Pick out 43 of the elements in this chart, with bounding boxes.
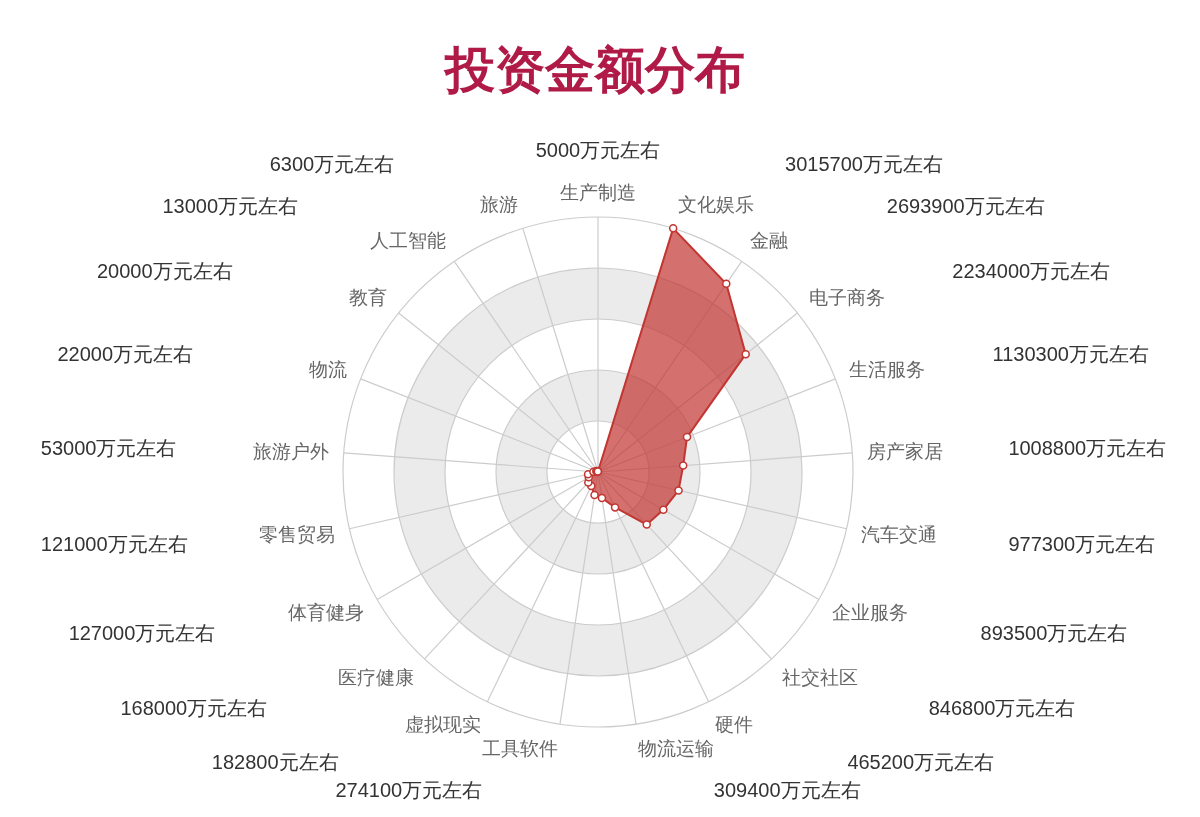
annotation: 168000万元左右 (120, 697, 268, 720)
category-label: 文化娱乐 (677, 193, 754, 215)
category-label: 人工智能 (369, 230, 446, 252)
annotation: 1008800万元左右 (1008, 436, 1167, 459)
category-label: 医疗健康 (338, 666, 415, 688)
category-label: 社交社区 (781, 666, 858, 688)
category-label: 物流 (308, 359, 347, 381)
annotation: 1130300万元左右 (992, 343, 1149, 366)
category-label: 体育健身 (288, 601, 365, 623)
category-label: 教育 (348, 286, 387, 308)
annotation: 893500万元左右 (980, 622, 1128, 644)
annotation: 3015700万元左右 (785, 153, 943, 176)
annotation: 5000万元左右 (535, 139, 661, 161)
category-label: 旅游 (480, 193, 519, 215)
annotation: 182800元左右 (211, 751, 339, 774)
category-label: 企业服务 (831, 601, 908, 623)
annotation: 20000万元左右 (96, 260, 233, 283)
annotation: 274100万元左右 (335, 779, 483, 802)
annotation: 846800万元左右 (928, 697, 1076, 720)
annotation: 127000万元左右 (68, 622, 216, 644)
annotation: 977300万元左右 (1008, 532, 1156, 555)
category-label: 金融 (750, 230, 789, 252)
annotation: 53000万元左右 (40, 436, 177, 459)
category-label: 电子商务 (809, 286, 886, 308)
annotation: 309400万元左右 (713, 779, 861, 802)
annotation: 465200万元左右 (847, 751, 995, 774)
category-label: 工具软件 (481, 738, 558, 760)
annotation: 2234000万元左右 (952, 260, 1111, 283)
title: 投资金额分布 (445, 42, 745, 98)
annotation: 13000万元左右 (162, 194, 299, 217)
annotation: 121000万元左右 (40, 532, 188, 555)
category-label: 物流运输 (638, 738, 715, 760)
annotation: 2693900万元左右 (886, 194, 1045, 217)
category-label: 汽车交通 (861, 523, 938, 545)
annotation: 22000万元左右 (57, 343, 194, 366)
category-label: 生活服务 (849, 359, 926, 381)
category-label: 硬件 (715, 713, 754, 735)
category-label: 虚拟现实 (404, 713, 481, 735)
category-label: 房产家居 (867, 440, 944, 462)
category-label: 生产制造 (560, 181, 636, 203)
annotation: 6300万元左右 (269, 153, 395, 176)
category-label: 零售贸易 (258, 523, 335, 545)
category-label: 旅游户外 (252, 440, 329, 462)
